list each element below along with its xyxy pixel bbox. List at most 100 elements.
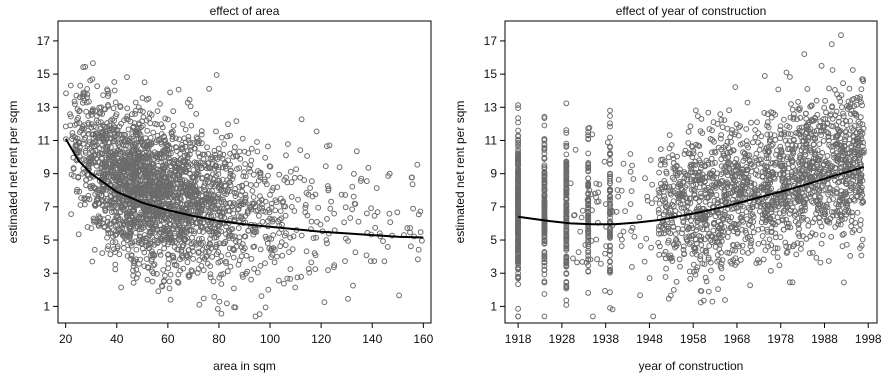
scatter-point — [848, 107, 855, 114]
scatter-point — [208, 191, 215, 198]
scatter-point — [825, 134, 832, 140]
scatter-point — [734, 204, 740, 211]
scatter-point — [765, 124, 772, 131]
scatter-point — [696, 198, 703, 205]
scatter-point — [150, 190, 156, 197]
scatter-point — [144, 264, 151, 271]
scatter-point — [857, 221, 864, 228]
scatter-point — [762, 169, 769, 176]
scatter-point — [239, 271, 246, 278]
scatter-point — [297, 174, 304, 181]
scatter-point — [253, 181, 260, 188]
scatter-point — [226, 235, 232, 241]
scatter-point — [102, 144, 109, 150]
scatter-point — [247, 168, 254, 175]
scatter-point — [758, 156, 764, 163]
scatter-point — [302, 202, 309, 208]
scatter-point — [742, 191, 749, 198]
x-tick-label: 120 — [311, 332, 331, 346]
scatter-point — [114, 213, 121, 220]
scatter-point — [698, 233, 704, 240]
x-tick-label: 40 — [110, 332, 124, 346]
scatter-point — [128, 252, 135, 259]
y-tick-label: 5 — [43, 233, 50, 247]
scatter-point — [826, 141, 832, 148]
scatter-point — [687, 123, 694, 130]
scatter-point — [85, 127, 92, 134]
scatter-point — [750, 139, 756, 146]
scatter-point — [753, 260, 760, 267]
scatter-point — [563, 297, 570, 304]
scatter-point — [541, 313, 548, 320]
scatter-point — [210, 278, 217, 285]
scatter-point — [627, 151, 634, 157]
scatter-point — [120, 229, 127, 236]
scatter-point — [646, 275, 653, 282]
scatter-point — [215, 259, 222, 266]
scatter-point — [157, 252, 164, 258]
scatter-point — [607, 107, 613, 114]
scatter-point — [105, 214, 111, 221]
scatter-point — [166, 285, 173, 292]
scatter-point — [77, 82, 84, 89]
scatter-point — [607, 258, 613, 265]
scatter-point — [718, 225, 725, 232]
scatter-point — [248, 157, 255, 164]
scatter-point — [100, 135, 106, 142]
scatter-point — [693, 107, 699, 114]
scatter-point — [147, 141, 154, 148]
scatter-point — [156, 154, 163, 161]
y-tick-label: 1 — [43, 299, 50, 313]
scatter-point — [79, 170, 86, 177]
scatter-point — [202, 180, 209, 186]
scatter-point — [324, 240, 330, 247]
scatter-point — [194, 135, 201, 142]
scatter-point — [126, 224, 133, 231]
scatter-point — [642, 175, 648, 182]
scatter-point — [204, 174, 211, 180]
scatter-point — [714, 170, 721, 177]
scatter-point — [99, 220, 106, 227]
scatter-point — [265, 143, 271, 150]
scatter-point — [96, 187, 103, 194]
x-axis-label: area in sqm — [213, 359, 276, 373]
scatter-point — [112, 249, 119, 256]
scatter-point — [100, 186, 107, 193]
scatter-point — [124, 198, 131, 205]
scatter-point — [148, 189, 155, 196]
scatter-point — [759, 233, 766, 239]
scatter-point — [269, 216, 275, 223]
scatter-point — [541, 155, 548, 162]
scatter-point — [200, 267, 207, 274]
scatter-point — [338, 191, 345, 198]
scatter-point — [168, 168, 174, 174]
scatter-point — [113, 231, 120, 238]
scatter-point — [585, 241, 592, 248]
scatter-point — [154, 237, 161, 244]
scatter-point — [380, 238, 386, 245]
scatter-point — [698, 165, 704, 172]
scatter-point — [807, 103, 814, 110]
scatter-point — [563, 203, 570, 209]
scatter-point — [669, 174, 676, 181]
scatter-point — [805, 191, 812, 198]
scatter-point — [238, 213, 245, 220]
scatter-point — [175, 279, 182, 286]
scatter-point — [199, 140, 205, 147]
scatter-point — [250, 194, 257, 200]
scatter-point — [833, 157, 840, 164]
scatter-point — [590, 313, 596, 320]
scatter-point — [279, 252, 286, 259]
scatter-point — [109, 116, 116, 123]
scatter-point — [777, 234, 784, 241]
scatter-point — [607, 252, 613, 259]
scatter-point — [713, 192, 720, 198]
scatter-point — [707, 188, 714, 195]
scatter-point — [161, 245, 168, 252]
scatter-point — [195, 150, 202, 157]
scatter-point — [352, 201, 359, 207]
scatter-point — [231, 216, 238, 223]
scatter-point — [692, 169, 698, 176]
scatter-point — [839, 232, 846, 238]
scatter-point — [235, 206, 242, 212]
